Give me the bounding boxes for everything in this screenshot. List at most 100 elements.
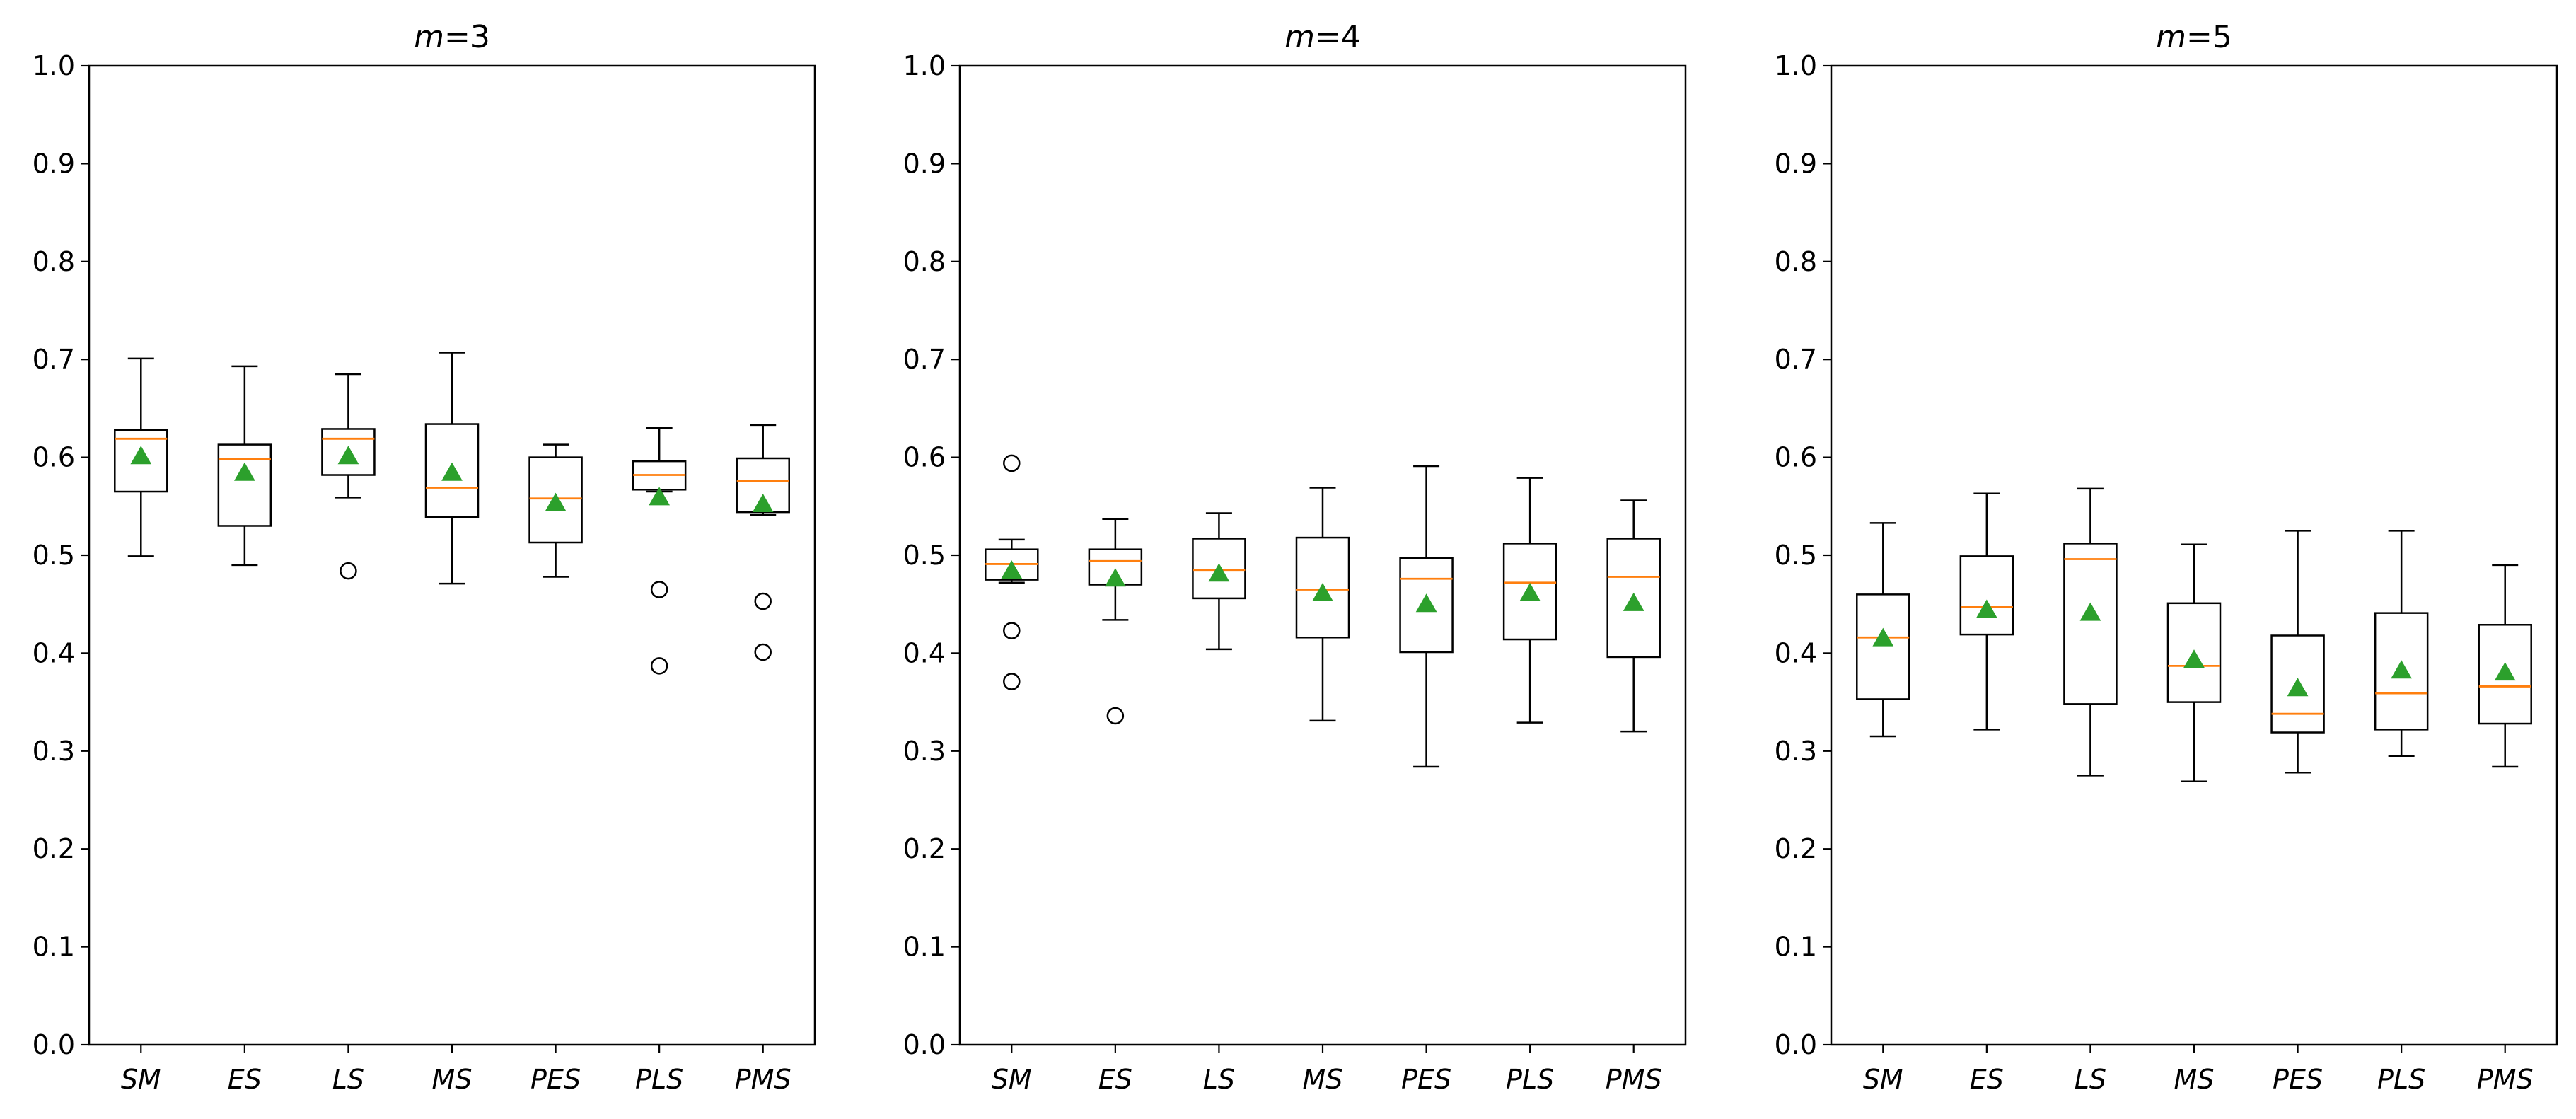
outlier-point <box>650 657 668 675</box>
panel-title-value: =4 <box>1315 19 1361 55</box>
box-ES <box>217 365 272 567</box>
y-tick-label: 0.5 <box>903 540 946 571</box>
mean-marker <box>545 492 567 511</box>
outlier-point <box>1003 673 1021 690</box>
mean-marker <box>2494 662 2516 681</box>
box-iqr <box>1192 538 1246 600</box>
y-tick-label: 0.7 <box>1775 344 1817 375</box>
box-iqr <box>736 457 790 514</box>
panel-m5: m=5 0.0 0.1 0.2 0.3 0.4 0.5 0.6 0.7 0.8 0.9 1.0 SM ES… <box>1775 19 2558 1095</box>
box-LS <box>321 373 376 580</box>
box-iqr <box>424 423 480 518</box>
box-iqr <box>528 456 583 544</box>
mean-marker <box>1104 568 1126 587</box>
x-tick-label: SM <box>1863 1064 1903 1095</box>
outlier-point <box>754 592 772 610</box>
panel-title: m=4 <box>1284 19 1361 55</box>
box-MS <box>1295 487 1350 722</box>
box-MS <box>424 352 480 585</box>
box-LS <box>2063 487 2118 777</box>
x-tick-label: ES <box>228 1064 262 1095</box>
x-tick-label: MS <box>2174 1064 2215 1095</box>
y-tick-label: 0.3 <box>33 736 75 767</box>
x-tick-label: SM <box>121 1064 161 1095</box>
axes-frame <box>1830 64 2558 1046</box>
outlier-point <box>1106 707 1125 725</box>
mean-marker <box>1208 563 1230 582</box>
mean-marker <box>1623 592 1644 611</box>
mean-marker <box>649 487 671 506</box>
y-tick-label: 0.3 <box>903 736 946 767</box>
panel-title: m=5 <box>2156 19 2232 55</box>
axes-frame <box>958 64 1687 1046</box>
box-iqr <box>1502 543 1557 641</box>
y-tick-label: 0.5 <box>33 540 75 571</box>
mean-marker <box>1975 599 1997 618</box>
box-PMS <box>1606 499 1661 733</box>
y-tick-label: 0.0 <box>33 1029 75 1060</box>
panel-title: m=3 <box>414 19 490 55</box>
box-iqr <box>1959 555 2014 636</box>
box-PLS <box>632 427 687 675</box>
x-tick-label: PLS <box>635 1064 683 1095</box>
box-ES <box>1959 492 2014 731</box>
y-tick-label: 1.0 <box>33 50 75 81</box>
y-tick-label: 0.8 <box>903 246 946 277</box>
y-tick-label: 0.5 <box>1775 540 1817 571</box>
outlier-point <box>650 581 668 598</box>
x-tick-label: PMS <box>735 1064 791 1095</box>
x-tick-label: PES <box>1401 1064 1451 1095</box>
axes-frame <box>88 64 816 1046</box>
panel-title-variable: m <box>1284 19 1315 55</box>
box-iqr <box>2063 543 2118 705</box>
box-SM <box>1856 522 1910 738</box>
y-tick-label: 0.8 <box>1775 246 1817 277</box>
x-tick-label: ES <box>1098 1064 1132 1095</box>
y-tick-label: 0.6 <box>1775 442 1817 473</box>
y-tick-label: 0.6 <box>903 442 946 473</box>
x-tick-label: SM <box>992 1064 1032 1095</box>
y-tick-label: 0.0 <box>903 1029 946 1060</box>
mean-marker <box>2287 678 2309 697</box>
box-iqr <box>321 428 376 476</box>
box-LS <box>1192 512 1246 651</box>
x-tick-label: MS <box>1303 1064 1343 1095</box>
y-tick-label: 0.1 <box>1775 932 1817 963</box>
mean-marker <box>1519 582 1541 601</box>
panel-title-variable: m <box>414 19 444 55</box>
box-iqr <box>217 443 272 527</box>
box-iqr <box>1856 593 1910 700</box>
y-tick-label: 0.6 <box>33 442 75 473</box>
mean-marker <box>1001 560 1023 579</box>
x-tick-label: PMS <box>1606 1064 1662 1095</box>
box-PLS <box>2374 530 2429 757</box>
y-tick-label: 0.0 <box>1775 1029 1817 1060</box>
mean-marker <box>2079 602 2101 621</box>
box-iqr <box>1295 536 1350 639</box>
x-tick-label: MS <box>432 1064 472 1095</box>
panel-m3: m=3 0.0 0.1 0.2 0.3 0.4 0.5 0.6 0.7 0.8 0.9 1.0 SM ES… <box>33 19 816 1095</box>
outlier-point <box>340 562 357 580</box>
mean-marker <box>441 462 463 481</box>
mean-marker <box>233 462 255 481</box>
x-tick-label: ES <box>1970 1064 2004 1095</box>
y-tick-label: 0.8 <box>33 246 75 277</box>
y-tick-label: 0.7 <box>903 344 946 375</box>
box-iqr <box>2270 634 2325 734</box>
panel-title-value: =3 <box>444 19 490 55</box>
panel-m4: m=4 0.0 0.1 0.2 0.3 0.4 0.5 0.6 0.7 0.8 0.9 1.0 SM ES… <box>903 19 1687 1095</box>
box-PES <box>1399 465 1454 768</box>
box-iqr <box>1606 538 1661 659</box>
box-iqr <box>2166 602 2222 703</box>
mean-marker <box>1872 627 1894 647</box>
outlier-point <box>1003 454 1021 472</box>
outlier-point <box>1003 622 1021 639</box>
mean-marker <box>337 446 359 465</box>
y-tick-label: 0.9 <box>903 148 946 179</box>
x-tick-label: LS <box>1203 1064 1235 1095</box>
y-tick-label: 1.0 <box>1775 50 1817 81</box>
y-tick-label: 0.1 <box>903 932 946 963</box>
box-ES <box>1088 518 1143 725</box>
x-tick-label: LS <box>2075 1064 2106 1095</box>
